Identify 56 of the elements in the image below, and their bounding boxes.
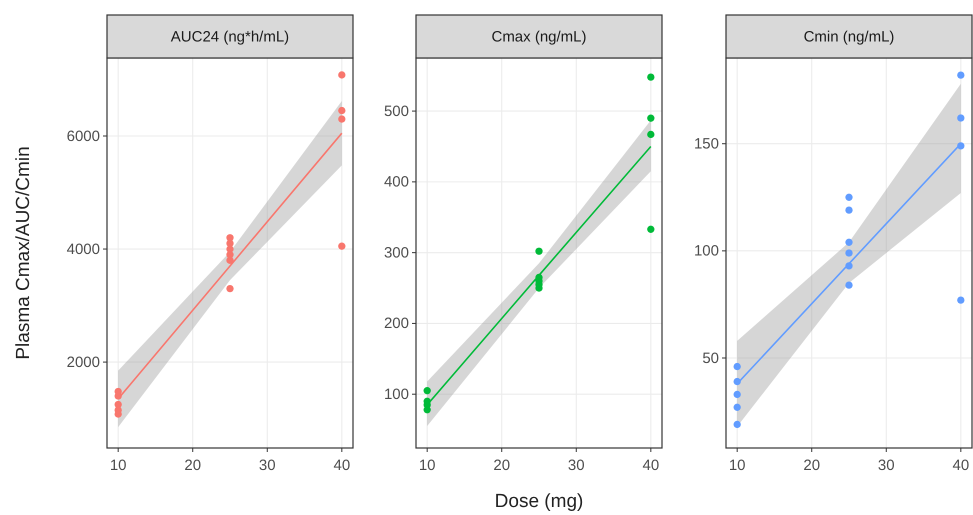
point — [535, 248, 543, 255]
y-tick-label: 50 — [702, 350, 719, 367]
x-tick-label: 30 — [258, 457, 276, 474]
point — [338, 242, 346, 250]
point — [957, 71, 964, 79]
point — [845, 194, 853, 201]
x-tick-label: 20 — [493, 457, 510, 474]
y-tick-label: 6000 — [66, 128, 100, 145]
y-tick-label: 2000 — [66, 354, 100, 371]
point — [957, 114, 964, 122]
point — [734, 378, 741, 386]
x-tick-label: 40 — [333, 457, 350, 474]
x-tick-label: 20 — [184, 457, 202, 474]
point — [647, 226, 654, 233]
y-tick-label: 100 — [694, 242, 719, 260]
chart-title: Cmax (ng/mL) — [491, 28, 587, 46]
chart-title: Cmin (ng/mL) — [804, 28, 894, 46]
point — [226, 256, 234, 264]
y-tick-label: 150 — [694, 136, 719, 153]
point — [734, 362, 741, 370]
point — [957, 296, 964, 304]
chart-title: AUC24 (ng*h/mL) — [170, 28, 290, 46]
point — [424, 387, 431, 394]
x-tick-label: 10 — [418, 457, 436, 474]
y-tick-label: 4000 — [66, 240, 100, 258]
x-tick-label: 30 — [878, 457, 895, 474]
point — [734, 390, 741, 398]
y-tick-label: 400 — [384, 174, 409, 191]
point — [647, 130, 654, 138]
point — [957, 142, 964, 150]
x-tick-label: 40 — [642, 457, 660, 474]
point — [338, 106, 346, 114]
point — [845, 281, 853, 289]
y-tick-label: 300 — [384, 244, 409, 262]
point — [424, 406, 431, 414]
x-tick-label: 40 — [952, 457, 970, 474]
y-tick-label: 500 — [384, 102, 409, 120]
y-tick-label: 200 — [384, 315, 409, 332]
x-tick-label: 20 — [803, 457, 820, 474]
point — [734, 404, 741, 411]
x-axis-title: Dose (mg) — [494, 491, 584, 512]
point — [338, 71, 346, 79]
point — [845, 262, 853, 270]
point — [338, 115, 346, 123]
point — [845, 249, 853, 257]
point — [734, 420, 741, 428]
point — [647, 73, 654, 81]
y-axis-title: Plasma Cmax/AUC/Cmin — [13, 146, 34, 360]
x-tick-label: 10 — [728, 457, 746, 474]
x-tick-label: 30 — [568, 457, 585, 474]
y-tick-label: 100 — [384, 386, 409, 404]
point — [647, 114, 654, 122]
x-tick-label: 10 — [110, 457, 127, 474]
point — [226, 284, 234, 292]
point — [845, 206, 853, 214]
point — [845, 238, 853, 246]
